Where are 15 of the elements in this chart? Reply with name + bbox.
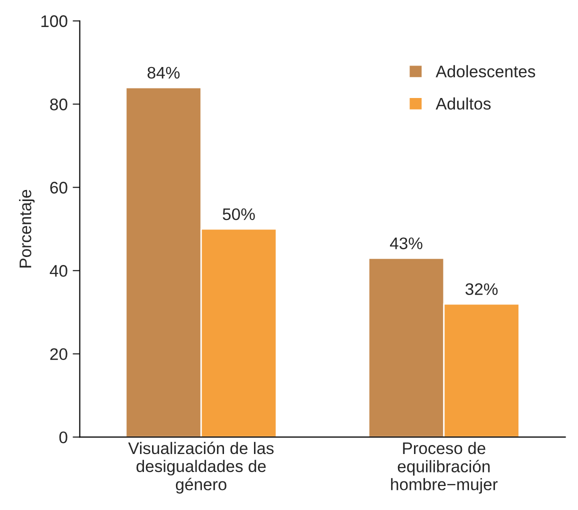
y-tick-label: 0 — [59, 431, 68, 444]
y-tick-label: 60 — [50, 182, 68, 194]
y-tick-label: 40 — [50, 265, 68, 277]
data-label: 43% — [390, 237, 422, 250]
data-label: 32% — [465, 283, 498, 296]
legend-label: Adultos — [436, 97, 491, 110]
x-tick-label: Proceso de equilibración hombre−mujer — [391, 442, 498, 494]
y-tick-label: 100 — [41, 15, 68, 28]
y-tick-label: 80 — [50, 98, 68, 110]
y-axis-title: Porcentaje — [19, 190, 35, 268]
data-label: 50% — [222, 208, 255, 220]
legend-label: Adolescentes — [436, 65, 536, 78]
y-tick-label: 20 — [50, 348, 68, 360]
data-label: 84% — [148, 66, 180, 79]
x-tick-label: Visualización de las desigualdades de género — [128, 442, 274, 494]
